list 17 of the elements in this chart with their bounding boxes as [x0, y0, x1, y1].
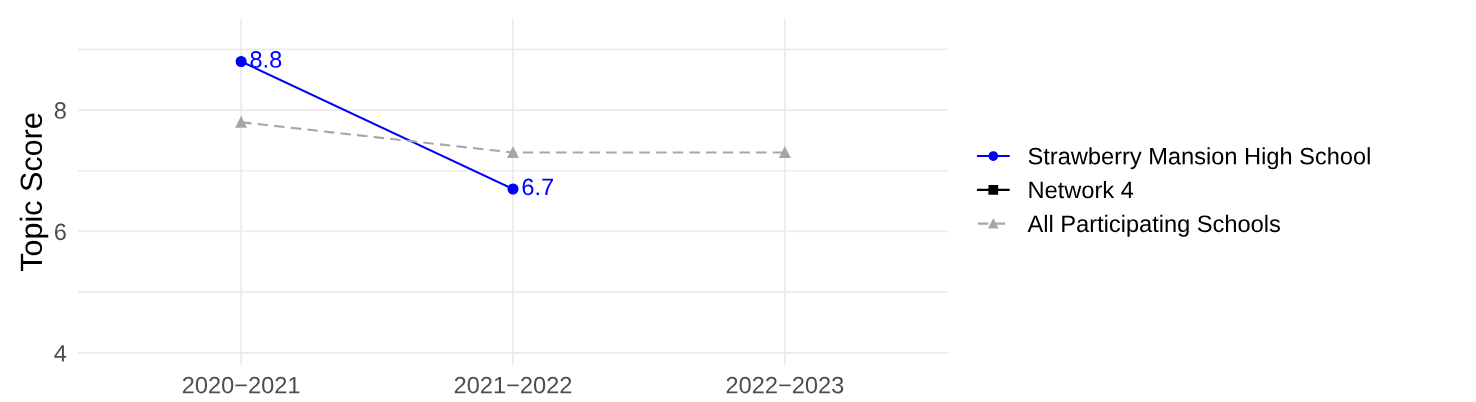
y-tick-label: 4 [54, 345, 67, 362]
data-label: 8.8 [250, 51, 282, 68]
legend-label: Network 4 [1029, 181, 1134, 199]
y-axis-title: Topic Score [19, 113, 49, 272]
x-tick-label: 2021−2022 [454, 376, 572, 394]
x-tick-label: 2020−2021 [182, 376, 300, 394]
point [779, 146, 791, 159]
point [507, 146, 519, 159]
y-tick-label: 8 [54, 102, 66, 119]
point [507, 183, 519, 195]
y-tick-label: 6 [54, 223, 66, 241]
x-tick-label: 2022−2023 [726, 376, 844, 394]
legend-label: All Participating Schools [1027, 214, 1280, 237]
legend-label: Strawberry Mansion High School [1028, 147, 1370, 170]
point [235, 116, 247, 128]
point [235, 55, 247, 68]
data-label: 6.7 [522, 178, 553, 196]
